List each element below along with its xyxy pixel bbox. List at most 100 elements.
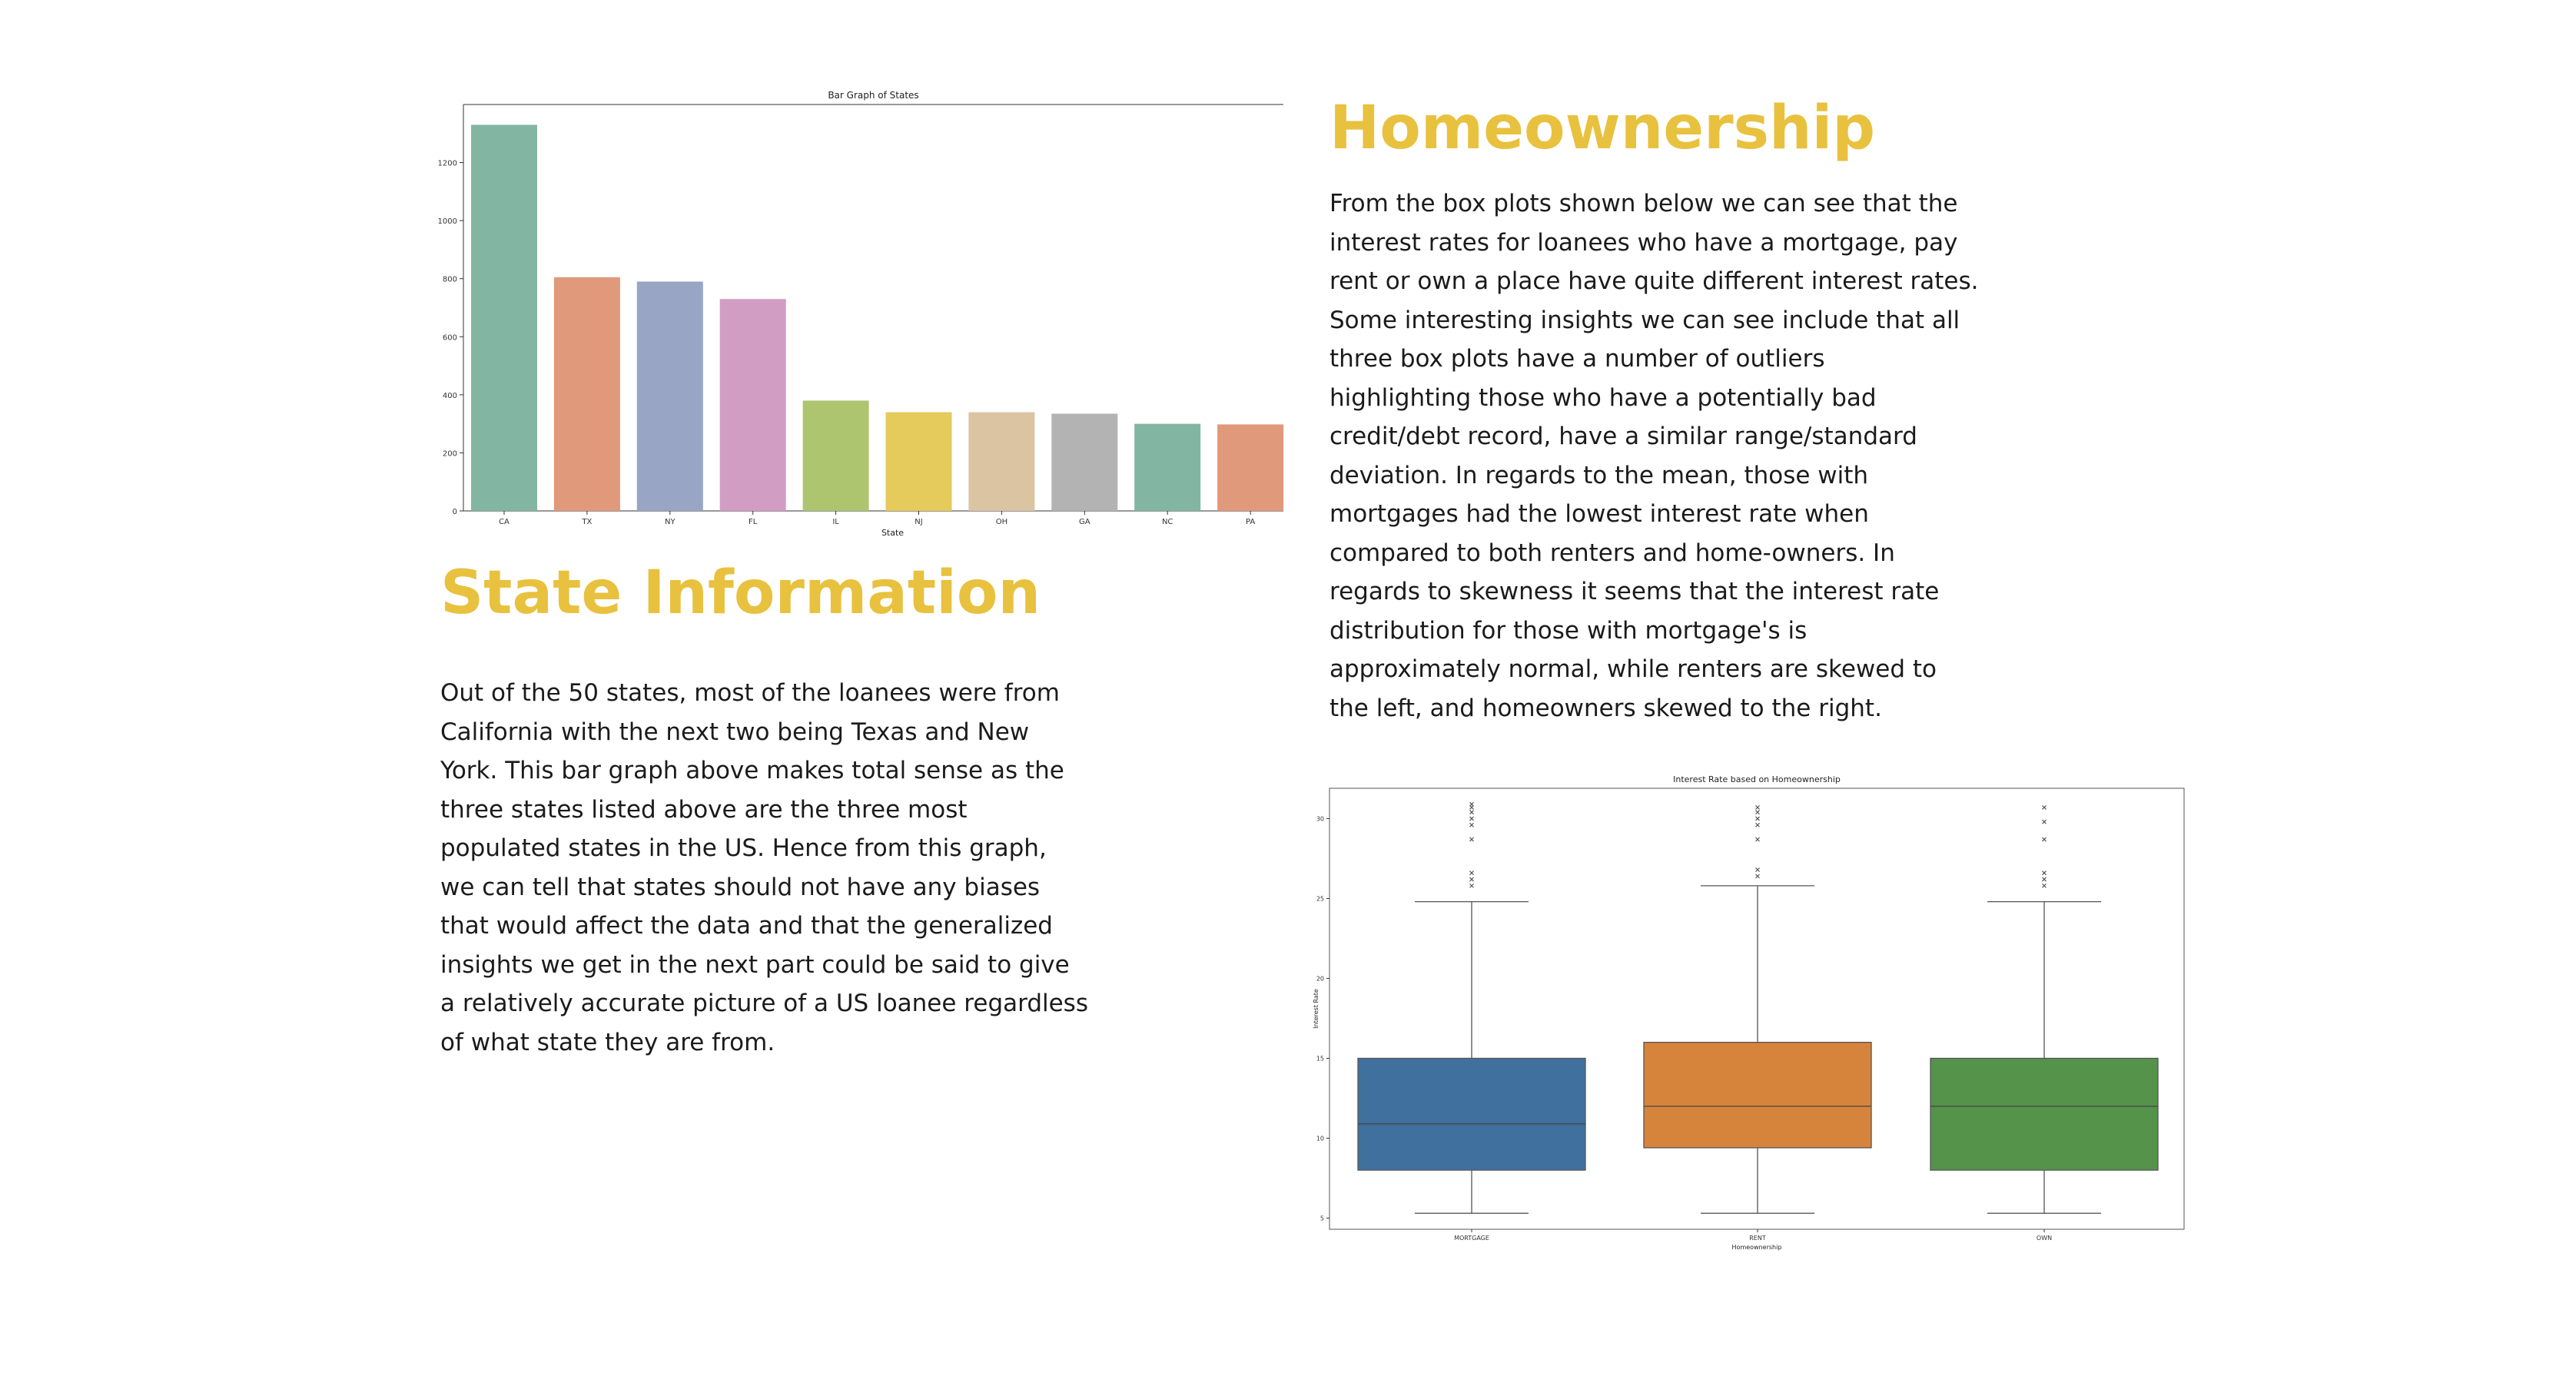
state-bar-chart-svg: Bar Graph of States 0 200 400 600 800 1000 1200…	[438, 90, 1284, 538]
bar-pa	[1217, 424, 1284, 511]
state-bar-chart: Bar Graph of States 0 200 400 600 800 1000 1200…	[400, 85, 1291, 538]
y-axis-label: Interest Rate	[1313, 989, 1320, 1029]
x-tick-label: TX	[581, 518, 592, 526]
outlier-point	[1755, 867, 1760, 872]
paragraph-line: three box plots have a number of outlier…	[1329, 345, 1825, 373]
bar-oh	[968, 412, 1035, 511]
x-tick-label: MORTGAGE	[1454, 1235, 1489, 1242]
y-tick-label: 20	[1316, 975, 1324, 982]
y-tick-label: 800	[443, 276, 457, 284]
paragraph-line: a relatively accurate picture of a US lo…	[440, 990, 1088, 1017]
bar-tx	[553, 277, 620, 511]
y-tick-label: 1200	[438, 160, 457, 168]
x-tick-label: NC	[1162, 518, 1173, 526]
bar-ga	[1051, 413, 1118, 511]
chart-title: Interest Rate based on Homeownership	[1673, 774, 1841, 784]
x-tick-label: PA	[1246, 518, 1255, 526]
y-tick-label: 600	[443, 333, 457, 342]
outlier-point	[1469, 883, 1474, 888]
bar-nc	[1134, 423, 1201, 511]
x-tick-label: GA	[1079, 518, 1090, 526]
paragraph-line: highlighting those who have a potentiall…	[1329, 383, 1877, 412]
outlier-point	[2042, 819, 2047, 824]
paragraph-line: insights we get in the next part could b…	[440, 950, 1070, 979]
x-axis-label: Homeownership	[1732, 1244, 1782, 1251]
x-axis-label: State	[881, 528, 904, 538]
y-tick-label: 10	[1316, 1135, 1324, 1142]
bar-fl	[719, 299, 786, 511]
outlier-point	[1755, 816, 1760, 821]
x-tick-label: CA	[499, 518, 510, 526]
outlier-point	[1755, 837, 1760, 842]
iqr-box	[1930, 1057, 2159, 1171]
bar-il	[802, 400, 869, 511]
paragraph-line: mortgages had the lowest interest rate w…	[1329, 500, 1869, 528]
box-mortgage	[1357, 801, 1586, 1214]
state-information-heading: State Information	[440, 559, 1041, 628]
x-tick-label: OWN	[2037, 1235, 2052, 1242]
x-tick-label: FL	[749, 518, 758, 526]
homeownership-heading: Homeownership	[1329, 94, 1876, 163]
paragraph-line: distribution for those with mortgage's i…	[1329, 616, 1808, 645]
y-tick-label: 0	[453, 508, 457, 516]
y-tick-label: 25	[1316, 896, 1324, 903]
bar-ca	[471, 124, 537, 511]
paragraph-line: three states listed above are the three …	[440, 795, 968, 824]
outlier-point	[1469, 816, 1474, 821]
iqr-box	[1643, 1042, 1872, 1149]
paragraph-line: that would affect the data and that the …	[440, 912, 1053, 940]
outlier-point	[1755, 874, 1760, 879]
outlier-point	[1755, 810, 1760, 815]
paragraph-line: California with the next two being Texas…	[440, 718, 1030, 746]
y-tick-label: 1000	[438, 217, 457, 226]
outlier-point	[2042, 837, 2047, 842]
outlier-point	[2042, 883, 2047, 888]
paragraph-line: deviation. In regards to the mean, those…	[1329, 461, 1869, 489]
y-tick-label: 15	[1316, 1055, 1324, 1062]
homeownership-paragraph: From the box plots shown below we can se…	[1329, 184, 1979, 728]
paragraph-line: the left, and homeowners skewed to the r…	[1329, 694, 1882, 722]
outlier-point	[1469, 837, 1474, 842]
state-information-paragraph: Out of the 50 states, most of the loanee…	[440, 674, 1088, 1062]
bar-ny	[636, 281, 703, 511]
chart-title: Bar Graph of States	[828, 90, 918, 101]
y-tick-label: 200	[443, 449, 457, 458]
paragraph-line: we can tell that states should not have …	[440, 873, 1041, 901]
paragraph-line: approximately normal, while renters are …	[1329, 655, 1937, 683]
outlier-point	[1469, 870, 1474, 876]
paragraph-line: Out of the 50 states, most of the loanee…	[440, 679, 1060, 707]
paragraph-line: compared to both renters and home-owners…	[1329, 539, 1895, 567]
y-tick-label: 400	[443, 392, 457, 400]
box-rent	[1643, 805, 1872, 1214]
paragraph-line: interest rates for loanees who have a mo…	[1329, 228, 1958, 257]
paragraph-line: From the box plots shown below we can se…	[1329, 190, 1958, 217]
y-tick-label: 5	[1320, 1215, 1324, 1222]
outlier-point	[1755, 822, 1760, 827]
x-tick-label: IL	[832, 518, 839, 526]
outlier-point	[1755, 805, 1760, 810]
outlier-point	[2042, 805, 2047, 810]
paragraph-line: of what state they are from.	[440, 1028, 775, 1056]
outlier-point	[1469, 877, 1474, 882]
outlier-point	[2042, 870, 2047, 876]
chart-frame	[1329, 788, 2185, 1230]
outlier-point	[1469, 810, 1474, 815]
x-tick-label: OH	[996, 518, 1007, 526]
outlier-point	[1469, 822, 1474, 827]
interest-rate-box-chart-svg: Interest Rate based on Homeownership 5 10 1…	[1313, 774, 2185, 1251]
bar-nj	[885, 412, 952, 511]
paragraph-line: regards to skewness it seems that the in…	[1329, 578, 1940, 605]
paragraph-line: credit/debt record, have a similar range…	[1329, 423, 1917, 450]
outlier-point	[1469, 801, 1474, 807]
paragraph-line: populated states in the US. Hence from t…	[440, 834, 1047, 862]
paragraph-line: York. This bar graph above makes total s…	[440, 757, 1064, 784]
interest-rate-box-chart: Interest Rate based on Homeownership 5 10 1…	[1306, 768, 2198, 1260]
paragraph-line: rent or own a place have quite different…	[1329, 267, 1979, 295]
x-tick-label: NY	[665, 518, 676, 526]
y-tick-label: 30	[1316, 816, 1324, 823]
iqr-box	[1357, 1057, 1586, 1171]
paragraph-line: Some interesting insights we can see inc…	[1329, 306, 1960, 334]
x-tick-label: RENT	[1749, 1235, 1766, 1242]
x-tick-label: NJ	[915, 518, 922, 526]
outlier-point	[2042, 877, 2047, 882]
